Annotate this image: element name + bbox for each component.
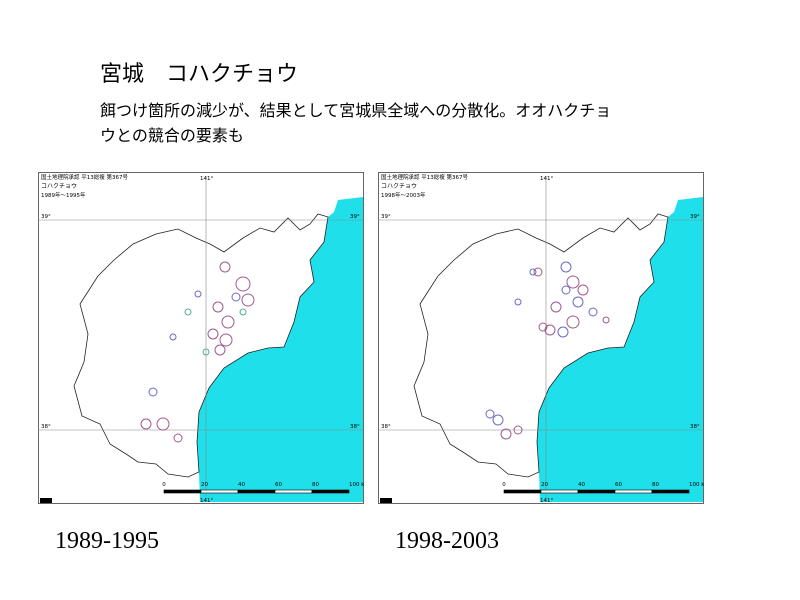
scale-label: 40 (578, 482, 585, 488)
sighting (184, 308, 192, 316)
sighting (219, 261, 231, 273)
land (73, 213, 329, 478)
sighting (148, 387, 158, 397)
longitude-label: 141° (540, 498, 553, 504)
slide-title: 宮城 コハクチョウ (100, 62, 299, 87)
longitude-label: 141° (200, 176, 213, 182)
map-species: コハクチョウ (41, 182, 77, 190)
sea (197, 197, 363, 502)
sighting (231, 292, 241, 302)
sighting (529, 268, 537, 276)
scale-label: 60 (275, 482, 282, 488)
sighting (588, 307, 598, 317)
sighting (602, 316, 610, 324)
scale-label: 60 (615, 482, 622, 488)
sighting (239, 308, 247, 316)
map-header: 国土地理院承認 平13総複 第367号 (381, 173, 468, 181)
map-caption: 1998-2003 (395, 528, 499, 554)
latitude-label: 38° (381, 424, 391, 430)
longitude-label: 141° (540, 176, 553, 182)
scale-label: 20 (201, 482, 208, 488)
scale-segment (503, 489, 542, 494)
sighting (557, 326, 569, 338)
sighting (514, 298, 522, 306)
scale-label: 40 (238, 482, 245, 488)
sighting (513, 425, 523, 435)
scale-segment (614, 489, 653, 494)
sighting (169, 333, 177, 341)
sighting (202, 348, 210, 356)
sighting (560, 261, 572, 273)
sighting (235, 276, 251, 292)
map-caption: 1989-1995 (55, 528, 159, 554)
sighting (572, 296, 584, 308)
sighting (221, 315, 235, 329)
sighting (561, 285, 571, 295)
sighting (500, 428, 512, 440)
sighting (533, 267, 543, 277)
scale-label: 0 (502, 482, 506, 488)
map-species: コハクチョウ (381, 182, 417, 190)
scale-segment (577, 489, 616, 494)
scale-label: 100 km (689, 482, 704, 488)
scale-label: 80 (312, 482, 319, 488)
sighting (577, 284, 589, 296)
sighting (566, 275, 580, 289)
land (413, 213, 669, 478)
latitude-label: 39° (350, 214, 360, 220)
map-header: 国土地理院承認 平13総複 第367号 (41, 173, 128, 181)
sighting (207, 328, 219, 340)
sighting (538, 322, 548, 332)
scale-label: 100 km (349, 482, 364, 488)
sighting (219, 333, 233, 347)
scale-segment (237, 489, 276, 494)
latitude-label: 39° (41, 214, 51, 220)
corner-mark (380, 498, 392, 503)
scale-label: 80 (652, 482, 659, 488)
latitude-label: 39° (381, 214, 391, 220)
longitude-label: 141° (200, 498, 213, 504)
scale-segment (651, 489, 690, 494)
latitude-label: 38° (41, 424, 51, 430)
scale-segment (274, 489, 313, 494)
sighting (544, 324, 556, 336)
sighting (566, 315, 580, 329)
sighting (194, 290, 202, 298)
sighting (214, 344, 226, 356)
scale-label: 0 (162, 482, 166, 488)
scale-segment (200, 489, 239, 494)
subtitle-line: 餌つけ箇所の減少が、結果として宮城県全域への分散化。オオハクチョ (100, 101, 612, 120)
sighting (485, 409, 495, 419)
sighting (550, 301, 562, 313)
map-period: 1989年～1995年 (41, 191, 86, 199)
sighting (212, 301, 224, 313)
scale-segment (540, 489, 579, 494)
scale-segment (311, 489, 350, 494)
scale-label: 20 (541, 482, 548, 488)
corner-mark (40, 498, 52, 503)
sighting (140, 418, 152, 430)
sea (537, 197, 703, 502)
sighting (241, 293, 255, 307)
sighting (492, 414, 504, 426)
sighting (173, 433, 183, 443)
latitude-label: 38° (690, 424, 700, 430)
latitude-label: 39° (690, 214, 700, 220)
sighting (156, 417, 170, 431)
subtitle-line: ウとの競合の要素も (100, 126, 244, 145)
scale-segment (163, 489, 202, 494)
map-period: 1998年～2003年 (381, 191, 426, 199)
latitude-label: 38° (350, 424, 360, 430)
